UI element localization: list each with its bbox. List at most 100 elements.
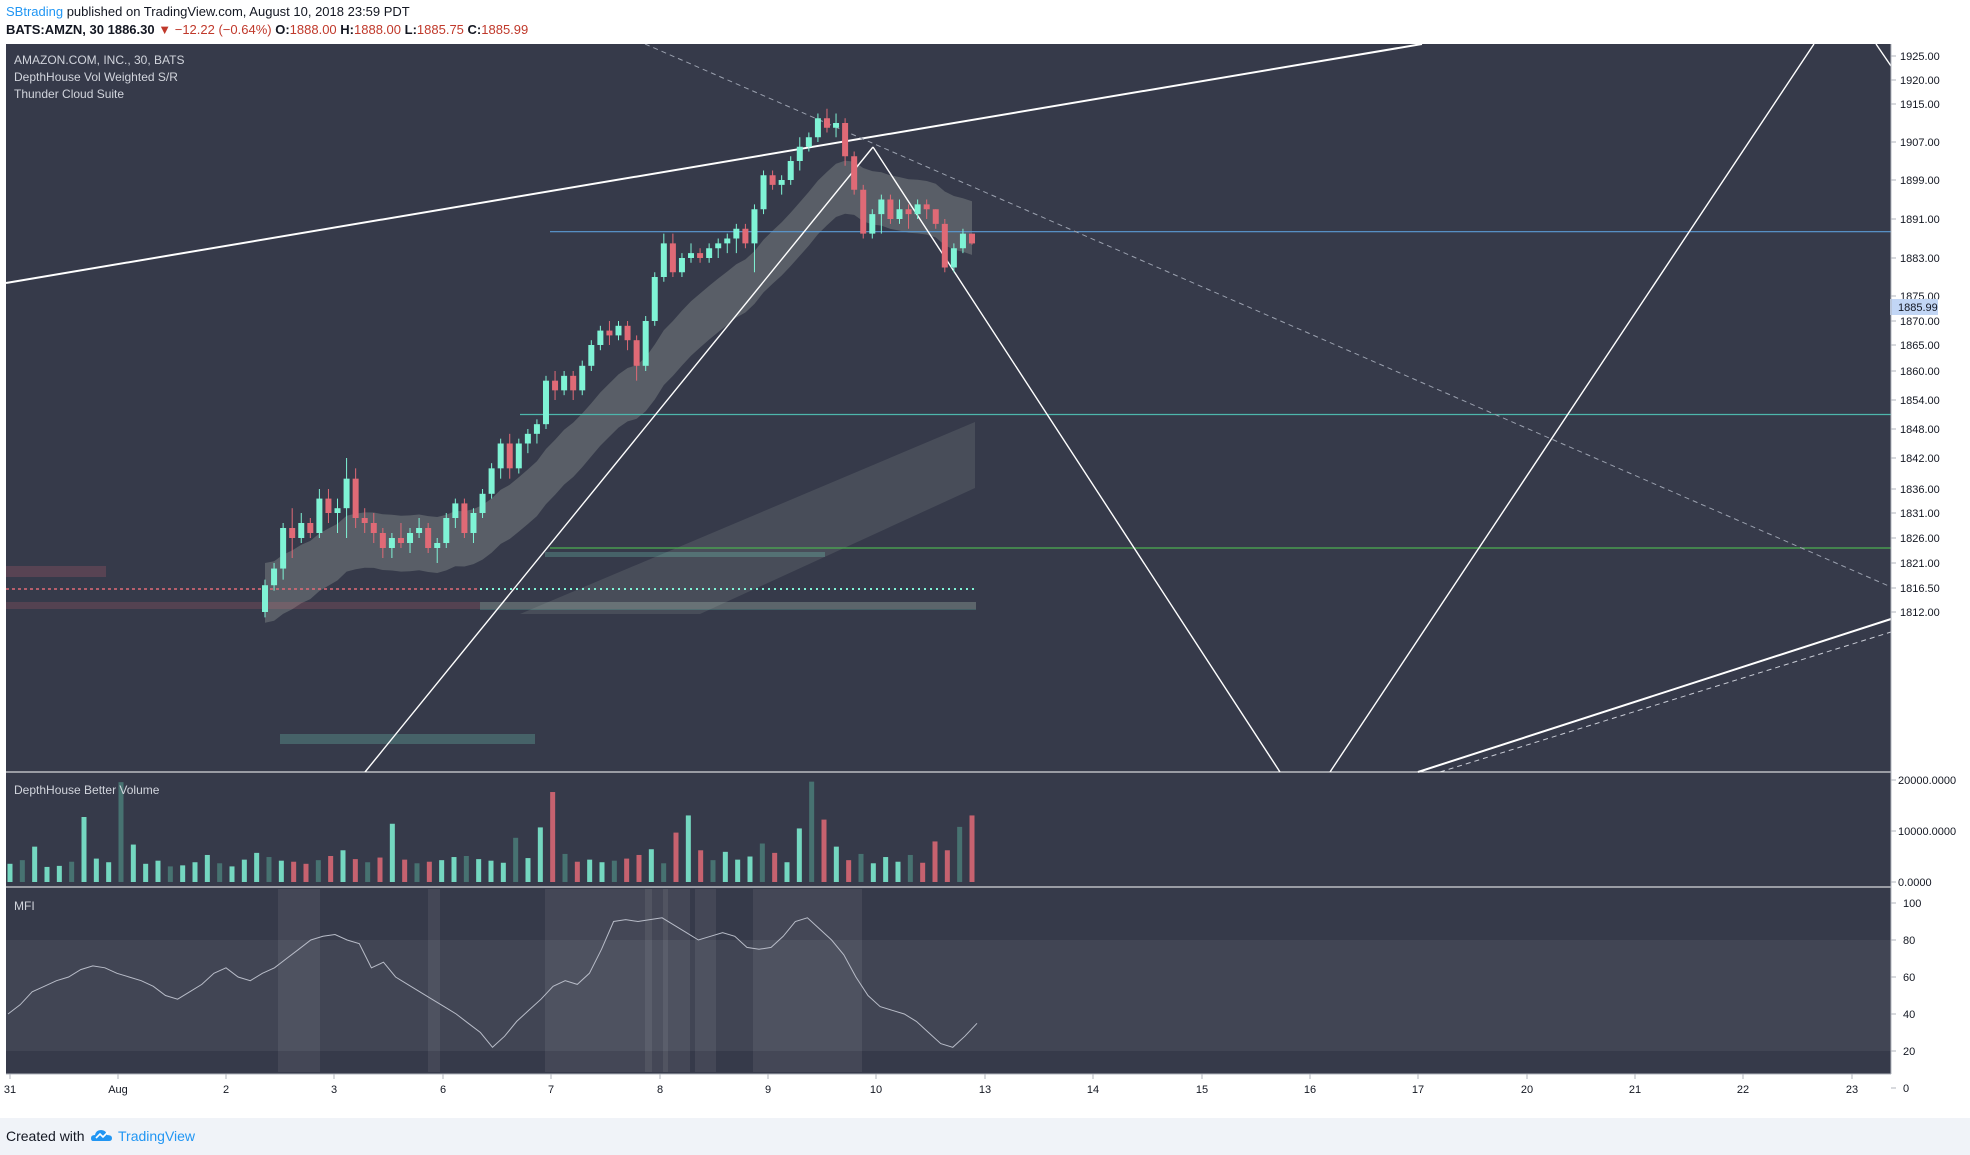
volume-bar bbox=[685, 815, 691, 882]
candle-body bbox=[633, 340, 640, 366]
mfi-extreme-highlight bbox=[695, 889, 716, 1072]
tradingview-brand-link[interactable]: TradingView bbox=[118, 1128, 196, 1144]
volume-bar bbox=[291, 861, 297, 882]
candle-body bbox=[325, 498, 332, 513]
candle-body bbox=[280, 528, 287, 569]
mfi-extreme-highlight bbox=[663, 889, 668, 1072]
volume-bar bbox=[463, 856, 469, 882]
last-price-badge bbox=[1890, 299, 1938, 315]
volume-bar bbox=[784, 862, 790, 882]
legend-title: AMAZON.COM, INC., 30, BATS bbox=[14, 53, 184, 67]
volume-bar bbox=[907, 854, 913, 882]
mfi-tick-label: 60 bbox=[1903, 972, 1915, 984]
time-tick-label: 10 bbox=[870, 1084, 882, 1096]
volume-bar bbox=[932, 841, 938, 882]
candle-body bbox=[361, 518, 368, 523]
price-tick-label: 1907.00 bbox=[1900, 137, 1940, 149]
created-with-text: Created with bbox=[6, 1128, 85, 1144]
mfi-tick-label: 40 bbox=[1903, 1009, 1915, 1021]
volume-bar bbox=[266, 857, 272, 882]
volume-bar bbox=[969, 815, 975, 882]
volume-bar bbox=[352, 859, 358, 882]
resistance-zone bbox=[6, 566, 106, 577]
volume-bar bbox=[414, 863, 420, 882]
candle-body bbox=[905, 209, 912, 215]
volume-bar bbox=[488, 860, 494, 882]
time-axis[interactable]: 31 Aug 2 3 6 7 8 9 10 13 14 15 16 17 20 21 22 23 bbox=[4, 1074, 1858, 1096]
volume-bar bbox=[451, 857, 457, 882]
candle-body bbox=[552, 380, 559, 391]
volume-bar bbox=[476, 859, 482, 882]
price-tick-label: 1860.00 bbox=[1900, 366, 1940, 378]
volume-tick-label: 0.0000 bbox=[1898, 877, 1932, 889]
thunder-cloud bbox=[265, 160, 975, 623]
candle-body bbox=[289, 528, 296, 538]
time-tick-label: 7 bbox=[548, 1084, 554, 1096]
volume-tick-label: 10000.0000 bbox=[1898, 826, 1956, 838]
candle-body bbox=[597, 330, 604, 345]
volume-bar bbox=[673, 832, 679, 882]
volume-bar bbox=[500, 862, 506, 882]
candle-body bbox=[778, 180, 785, 185]
candle-body bbox=[443, 518, 450, 543]
legend-indicator-cloud: Thunder Cloud Suite bbox=[14, 87, 124, 101]
volume-bar bbox=[377, 857, 383, 882]
candle-body bbox=[869, 214, 876, 234]
volume-bar bbox=[217, 863, 223, 882]
volume-bar bbox=[402, 859, 408, 882]
volume-bar bbox=[365, 862, 371, 882]
volume-bar bbox=[525, 858, 531, 882]
candle-body bbox=[397, 538, 404, 543]
volume-bar bbox=[204, 854, 210, 882]
uptrend-line bbox=[364, 146, 874, 773]
tradingview-logo-icon bbox=[91, 1130, 112, 1141]
last-price: 1886.30 bbox=[107, 22, 155, 37]
time-tick-label: 23 bbox=[1846, 1084, 1858, 1096]
symbol-label: BATS:AMZN, 30 bbox=[6, 22, 104, 37]
candle-body bbox=[606, 330, 613, 336]
low-label: L: bbox=[404, 22, 417, 37]
author-link[interactable]: SBtrading bbox=[6, 4, 64, 19]
time-tick-label: 8 bbox=[657, 1084, 663, 1096]
time-tick-label: 14 bbox=[1087, 1084, 1099, 1096]
volume-sr-zones bbox=[6, 552, 976, 744]
low-value: 1885.75 bbox=[416, 22, 464, 37]
volume-bar bbox=[32, 846, 38, 882]
candle-body bbox=[769, 175, 776, 185]
time-tick-label: 9 bbox=[765, 1084, 771, 1096]
volume-bar bbox=[895, 861, 901, 882]
close-value: 1885.99 bbox=[481, 22, 529, 37]
price-chart[interactable]: 1812.00 1816.50 1821.00 1826.00 1831.00 1836.… bbox=[0, 44, 1970, 1118]
open-label: O: bbox=[275, 22, 290, 37]
volume-bar bbox=[328, 856, 334, 882]
price-tick-label: 1848.00 bbox=[1900, 424, 1940, 436]
volume-bar bbox=[661, 863, 667, 882]
mfi-axis: 100 80 60 40 20 0 bbox=[1891, 898, 1921, 1095]
mfi-pane bbox=[6, 889, 1891, 1072]
candle-body bbox=[470, 513, 477, 533]
candle-body bbox=[715, 243, 722, 249]
volume-bar bbox=[747, 856, 753, 882]
candle-body bbox=[742, 228, 749, 244]
volume-bar bbox=[587, 859, 593, 882]
candle-body bbox=[298, 523, 305, 538]
volume-bar bbox=[143, 863, 149, 882]
candle-body bbox=[579, 365, 586, 391]
volume-bar bbox=[7, 863, 13, 882]
legend-indicator-sr: DepthHouse Vol Weighted S/R bbox=[14, 70, 178, 84]
mfi-extreme-highlight bbox=[428, 889, 440, 1072]
mfi-extreme-highlight bbox=[545, 889, 690, 1072]
lower-trend-line bbox=[1417, 618, 1892, 773]
candle-body bbox=[887, 199, 894, 219]
price-tick-label: 1870.00 bbox=[1900, 316, 1940, 328]
volume-bar bbox=[698, 850, 704, 882]
volume-bar bbox=[241, 859, 247, 882]
volume-bar bbox=[772, 852, 778, 882]
candle-body bbox=[316, 498, 323, 533]
candle-body bbox=[814, 118, 821, 138]
candle-body bbox=[969, 233, 975, 244]
price-axis[interactable]: 1812.00 1816.50 1821.00 1826.00 1831.00 1836.… bbox=[1891, 51, 1940, 619]
volume-bar bbox=[846, 860, 852, 882]
candle-body bbox=[615, 325, 622, 336]
cloud-band-slow bbox=[520, 422, 975, 614]
